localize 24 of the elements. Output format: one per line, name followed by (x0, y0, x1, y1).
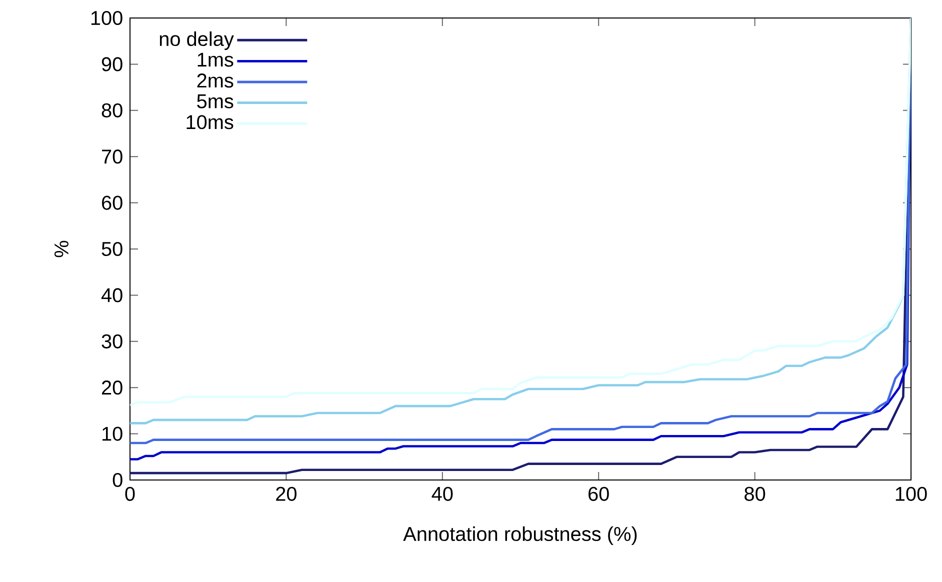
x-tick-label: 100 (896, 486, 927, 501)
legend-label: 2ms (197, 74, 234, 88)
legend-label: no delay (160, 31, 234, 50)
legend-label: 5ms (197, 94, 234, 108)
x-tick-label: 40 (432, 486, 453, 501)
y-tick-label: 30 (102, 334, 122, 348)
x-tick-label: 0 (125, 486, 135, 501)
y-tick-label: 20 (102, 380, 122, 395)
x-tick-label: 80 (744, 486, 766, 501)
x-axis-title: Annotation robustness (%) (403, 526, 637, 545)
y-tick-label: 50 (102, 242, 122, 256)
y-tick-label: 70 (102, 150, 122, 164)
y-tick-label: 100 (91, 10, 122, 26)
legend-label: 1ms (198, 52, 234, 67)
y-tick-label: 40 (101, 288, 122, 302)
y-axis-title: % (54, 240, 68, 258)
y-tick-label: 10 (102, 426, 122, 441)
x-tick-label: 60 (588, 486, 609, 501)
y-tick-label: 0 (112, 472, 122, 488)
legend-label: 10ms (186, 115, 234, 130)
y-tick-label: 60 (102, 196, 122, 210)
y-tick-label: 80 (102, 103, 122, 118)
x-tick-label: 20 (276, 486, 296, 501)
y-tick-label: 90 (102, 57, 122, 72)
